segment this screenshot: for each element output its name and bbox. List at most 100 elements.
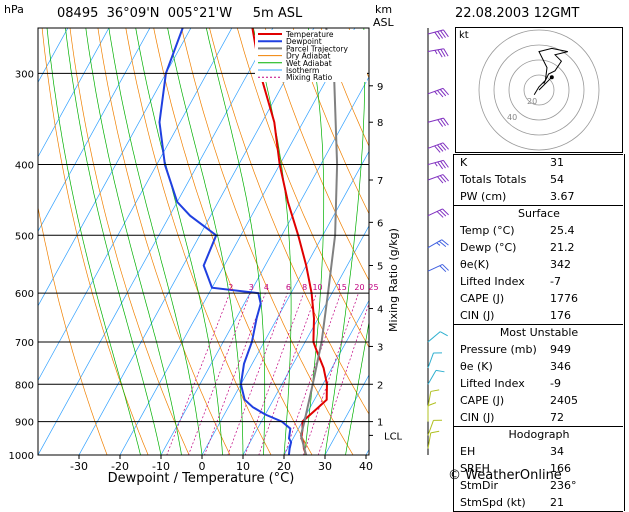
row-label: CAPE (J) (460, 394, 504, 407)
table-row: Lifted Index -9 (453, 375, 625, 392)
hodograph-ring-label: 20 (527, 97, 537, 106)
pressure-tick-label: 700 (15, 338, 34, 349)
wind-barb (428, 174, 449, 188)
table-row: K 31 (453, 154, 625, 171)
wind-barb (428, 430, 439, 450)
section-title: Most Unstable (454, 326, 624, 339)
pressure-tick-label: 900 (15, 418, 34, 429)
x-axis-title: Dewpoint / Temperature (°C) (108, 471, 295, 486)
table-row: Totals Totals 54 (453, 171, 625, 188)
wind-barb (428, 368, 444, 388)
section-header: Surface (453, 205, 625, 222)
wind-barb (428, 87, 449, 101)
mixing-ratio-label: 20 (354, 283, 364, 292)
row-value: 31 (550, 156, 564, 169)
row-label: Totals Totals (460, 173, 526, 186)
height-tick-label: 6 (377, 218, 383, 229)
table-row: StmSpd (kt)21 (453, 494, 625, 511)
mixing-ratio-label: 25 (368, 283, 378, 292)
row-label: θe(K) (460, 258, 489, 271)
mixing-ratio-label: 2 (228, 283, 233, 292)
hodograph-ring-label: 40 (507, 113, 517, 122)
pressure-tick-label: 800 (15, 380, 34, 391)
section-header: Most Unstable (453, 324, 625, 341)
wind-barb (428, 48, 448, 59)
row-label: θe (K) (460, 360, 493, 373)
row-label: Lifted Index (460, 275, 525, 288)
row-label: K (460, 156, 467, 169)
row-label: Lifted Index (460, 377, 525, 390)
height-tick-label: 7 (377, 176, 383, 187)
table-row: CAPE (J) 2405 (453, 392, 625, 409)
row-value: 342 (550, 258, 571, 271)
table-row: θe(K) 342 (453, 256, 625, 273)
table-row: EH 34 (453, 443, 625, 460)
table-row: Dewp (°C)21.2 (453, 239, 625, 256)
table-row: CAPE (J)1776 (453, 290, 625, 307)
x-tick-label: 30 (318, 460, 332, 473)
row-value: 34 (550, 445, 564, 458)
row-value: -7 (550, 275, 561, 288)
pressure-tick-label: 1000 (9, 451, 34, 462)
wind-barb (428, 263, 449, 278)
mixing-ratio-line (313, 293, 372, 470)
wind-barb (428, 350, 442, 371)
height-tick-label: 9 (377, 82, 383, 93)
wind-barb (428, 117, 448, 130)
wind-barb (428, 388, 439, 408)
x-tick-label: 40 (359, 460, 373, 473)
height-tick-label: 1 (377, 418, 383, 429)
mixing-ratio-label: 15 (337, 283, 347, 292)
row-value: 176 (550, 309, 571, 322)
wind-barb (428, 142, 449, 156)
legend-label: Mixing Ratio (286, 73, 333, 82)
wind-barb (428, 403, 436, 422)
section-header: Hodograph (453, 426, 625, 443)
section-title: Hodograph (454, 428, 624, 441)
row-value: 72 (550, 411, 564, 424)
table-row: Lifted Index -7 (453, 273, 625, 290)
wind-barb (428, 330, 448, 348)
row-label: EH (460, 445, 475, 458)
mixing-ratio-label: 8 (302, 283, 307, 292)
row-value: 346 (550, 360, 571, 373)
pressure-tick-label: 600 (15, 289, 34, 300)
table-row: CIN (J) 72 (453, 409, 625, 426)
table-row: PW (cm)3.67 (453, 188, 625, 205)
row-label: CIN (J) (460, 309, 494, 322)
pressure-tick-label: 300 (15, 69, 34, 80)
row-value: 2405 (550, 394, 578, 407)
wind-barb (428, 238, 448, 254)
table-row: Temp (°C)25.4 (453, 222, 625, 239)
table-row: θe (K) 346 (453, 358, 625, 375)
mixing-ratio-label: 4 (264, 283, 269, 292)
height-tick-label: 4 (377, 305, 383, 316)
y2-axis-title: Mixing Ratio (g/kg) (387, 228, 400, 332)
row-value: 949 (550, 343, 571, 356)
height-tick-label: 2 (377, 380, 383, 391)
row-value: 54 (550, 173, 564, 186)
mixing-ratio-line (279, 293, 341, 470)
row-value: 1776 (550, 292, 578, 305)
x-tick-label: -30 (70, 460, 88, 473)
row-value: -9 (550, 377, 561, 390)
height-tick-label: 5 (377, 261, 383, 272)
row-label: CIN (J) (460, 411, 494, 424)
height-tick-label: 3 (377, 342, 383, 353)
row-value: 25.4 (550, 224, 575, 237)
storm-motion-point (550, 75, 554, 79)
wind-barb (428, 208, 449, 223)
table-row: Pressure (mb) 949 (453, 341, 625, 358)
brand-label: © WeatherOnline (448, 468, 562, 483)
mixing-ratio-line (240, 293, 304, 470)
wind-barb (428, 29, 448, 42)
row-label: Pressure (mb) (460, 343, 537, 356)
mixing-ratio-label: 6 (286, 283, 291, 292)
section-title: Surface (454, 207, 624, 220)
mixing-ratio-label: 3 (249, 283, 254, 292)
table-row: CIN (J) 176 (453, 307, 625, 324)
row-value: 3.67 (550, 190, 575, 203)
height-tick-label: LCL (384, 431, 403, 442)
dewpoint-profile (160, 28, 292, 455)
